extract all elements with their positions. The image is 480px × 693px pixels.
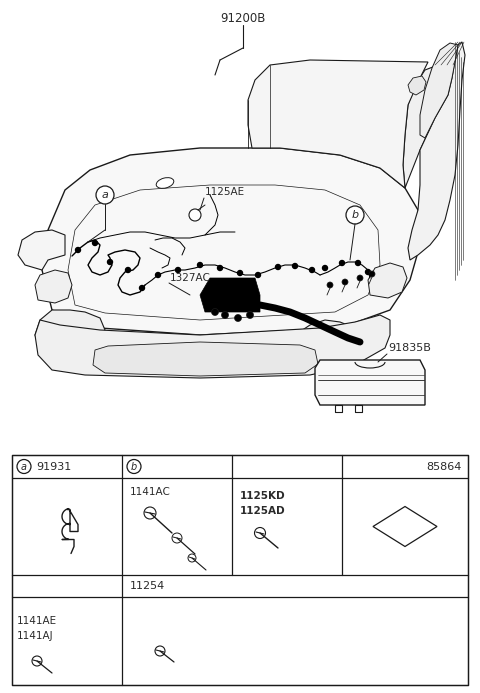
- Text: a: a: [21, 462, 27, 471]
- Polygon shape: [248, 60, 428, 188]
- Circle shape: [127, 459, 141, 473]
- Circle shape: [32, 656, 42, 666]
- Circle shape: [339, 261, 345, 265]
- Text: 11254: 11254: [130, 581, 165, 591]
- Circle shape: [108, 259, 112, 265]
- Polygon shape: [12, 455, 468, 685]
- Polygon shape: [368, 263, 407, 298]
- Circle shape: [156, 272, 160, 277]
- Circle shape: [17, 459, 31, 473]
- Circle shape: [327, 282, 333, 288]
- Circle shape: [369, 271, 375, 277]
- Circle shape: [342, 279, 348, 285]
- Circle shape: [276, 265, 280, 270]
- Text: 91200B: 91200B: [220, 12, 266, 24]
- Circle shape: [356, 261, 360, 265]
- Circle shape: [125, 267, 131, 272]
- Text: a: a: [102, 190, 108, 200]
- Text: 1327AC: 1327AC: [170, 273, 211, 283]
- Text: 1125AD: 1125AD: [240, 506, 286, 516]
- Circle shape: [197, 263, 203, 267]
- Circle shape: [254, 527, 265, 538]
- Polygon shape: [35, 310, 105, 358]
- Polygon shape: [408, 42, 465, 260]
- Circle shape: [365, 270, 371, 274]
- Circle shape: [255, 272, 261, 277]
- Text: 1141AJ: 1141AJ: [17, 631, 54, 641]
- Circle shape: [292, 263, 298, 268]
- Circle shape: [188, 554, 196, 562]
- Circle shape: [144, 507, 156, 519]
- Ellipse shape: [156, 177, 174, 188]
- Text: 85864: 85864: [427, 462, 462, 471]
- Text: 91931: 91931: [36, 462, 71, 471]
- Circle shape: [96, 186, 114, 204]
- Circle shape: [217, 265, 223, 270]
- Text: b: b: [131, 462, 137, 471]
- Circle shape: [212, 308, 218, 315]
- Polygon shape: [420, 43, 458, 138]
- Circle shape: [140, 286, 144, 290]
- Polygon shape: [93, 342, 318, 376]
- Polygon shape: [408, 76, 426, 95]
- Polygon shape: [403, 65, 452, 188]
- Circle shape: [176, 267, 180, 272]
- Polygon shape: [292, 320, 362, 368]
- Circle shape: [238, 270, 242, 276]
- Circle shape: [172, 533, 182, 543]
- Circle shape: [221, 311, 228, 319]
- Polygon shape: [35, 315, 390, 378]
- Circle shape: [189, 209, 201, 221]
- Circle shape: [75, 247, 81, 252]
- Circle shape: [235, 315, 241, 322]
- Polygon shape: [68, 185, 380, 320]
- Circle shape: [346, 206, 364, 224]
- Circle shape: [310, 267, 314, 272]
- Text: b: b: [351, 210, 359, 220]
- Circle shape: [155, 646, 165, 656]
- Text: 1141AC: 1141AC: [130, 487, 171, 497]
- Circle shape: [247, 311, 253, 319]
- Polygon shape: [315, 360, 425, 405]
- Polygon shape: [200, 278, 260, 312]
- Text: 1125AE: 1125AE: [205, 187, 245, 197]
- Circle shape: [93, 240, 97, 245]
- Text: 91835B: 91835B: [388, 343, 431, 353]
- Circle shape: [357, 275, 363, 281]
- Polygon shape: [373, 507, 437, 547]
- Text: 1141AE: 1141AE: [17, 616, 57, 626]
- Circle shape: [323, 265, 327, 270]
- Polygon shape: [35, 270, 72, 303]
- Polygon shape: [42, 148, 420, 335]
- Text: 1125KD: 1125KD: [240, 491, 286, 501]
- Polygon shape: [18, 230, 65, 270]
